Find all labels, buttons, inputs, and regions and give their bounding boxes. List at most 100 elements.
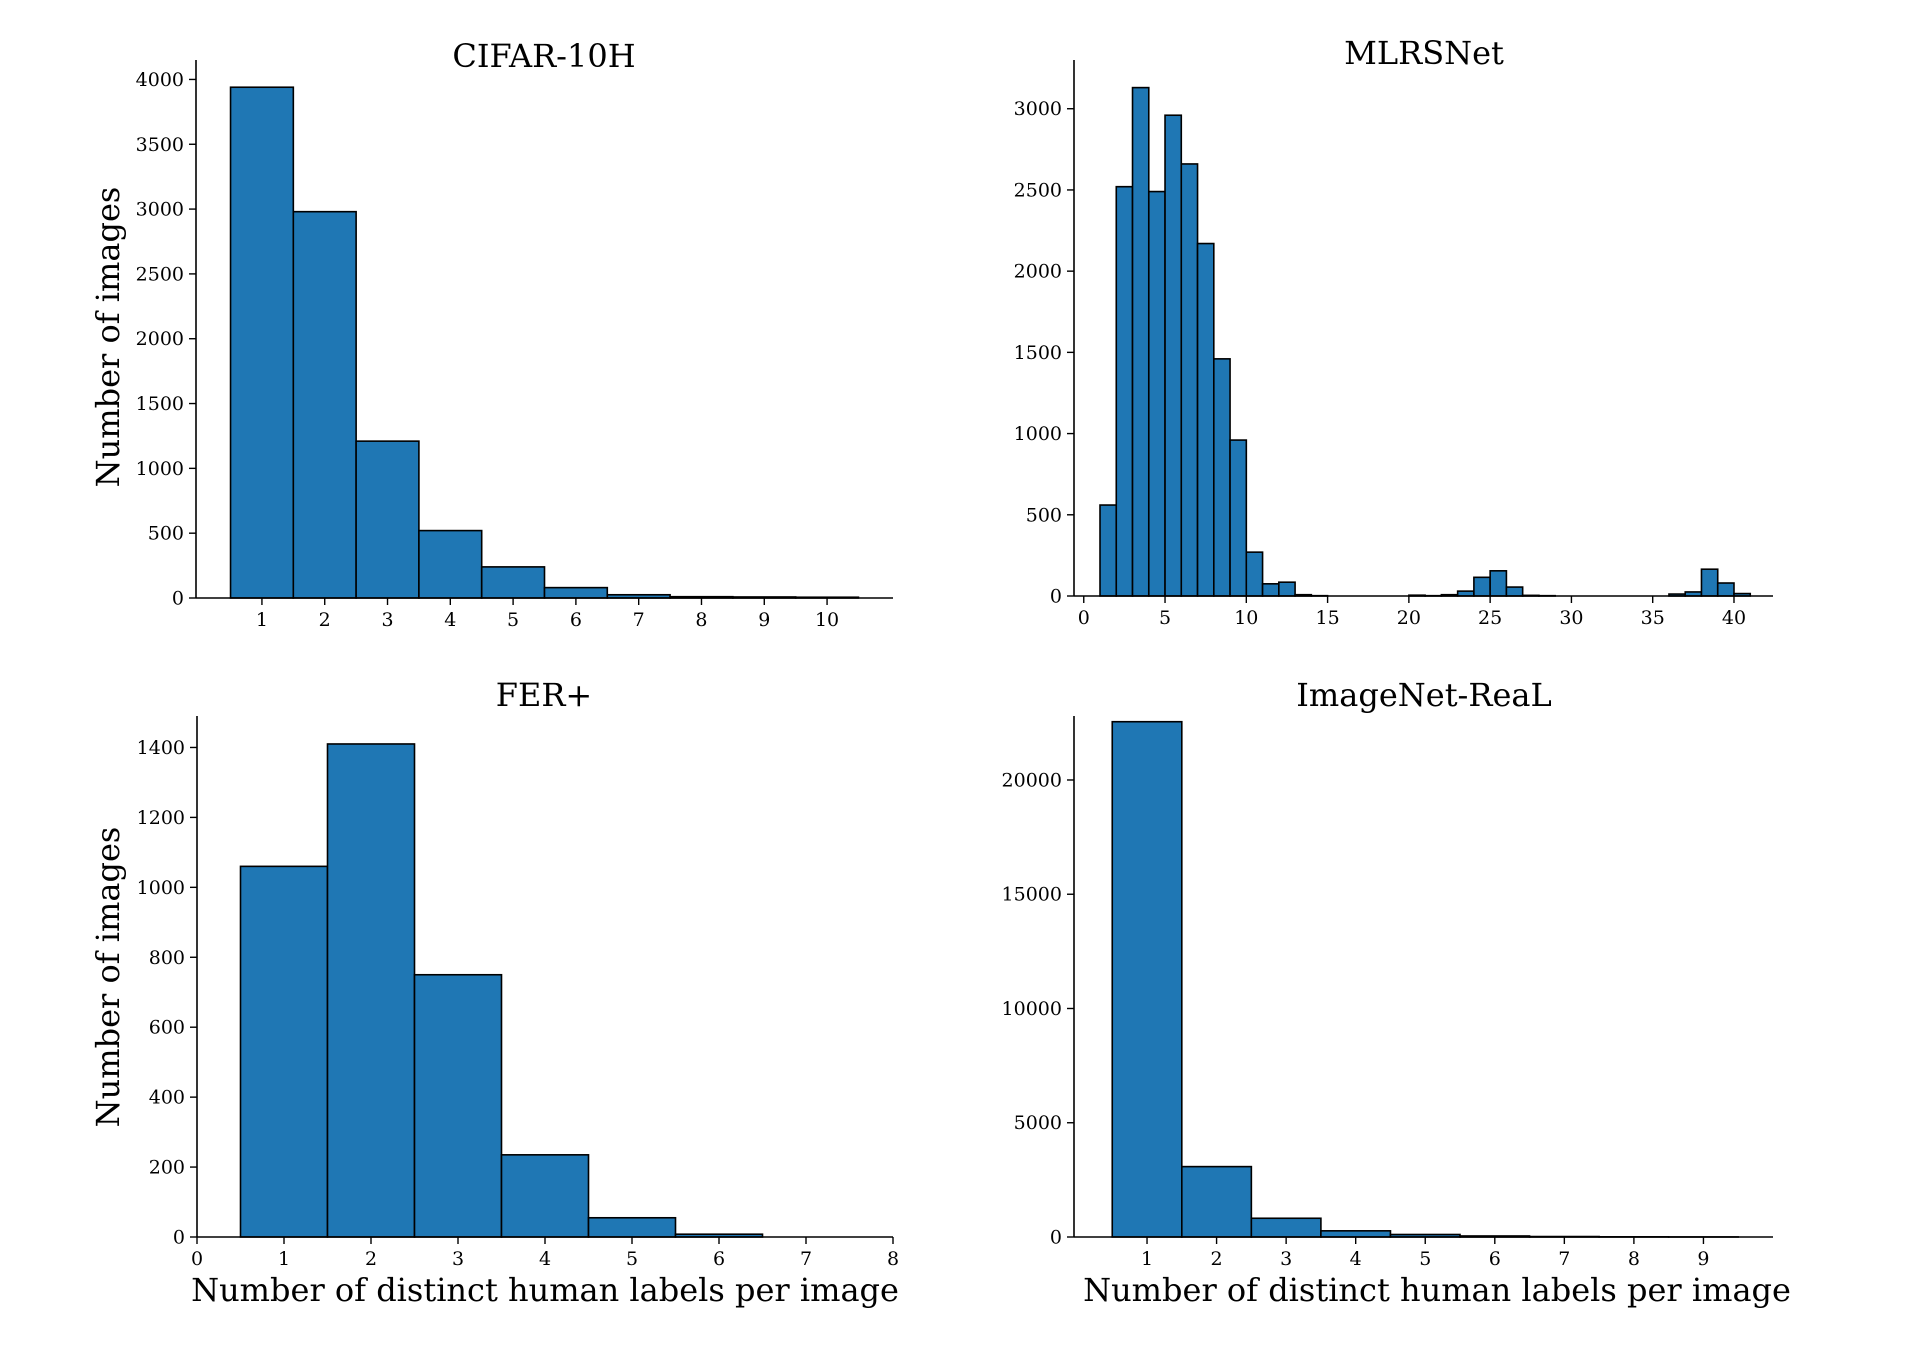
y-tick-label: 2500 xyxy=(1014,179,1062,201)
y-axis-label: Number of images xyxy=(89,187,127,488)
y-tick-label: 3500 xyxy=(136,134,184,156)
histogram-bar xyxy=(1111,720,1183,1238)
y-tick-label: 0 xyxy=(172,588,184,610)
x-tick-label: 5 xyxy=(1159,607,1171,629)
x-tick-label: 3 xyxy=(452,1248,464,1270)
y-tick-label: 1000 xyxy=(137,877,185,899)
y-tick-label: 1400 xyxy=(137,737,185,759)
x-tick-label: 3 xyxy=(381,609,393,631)
histogram-bar xyxy=(1099,504,1118,597)
histogram-bar xyxy=(1115,185,1134,597)
histogram-bar xyxy=(1489,570,1508,597)
histogram-bar xyxy=(413,973,503,1238)
y-tick-label: 1000 xyxy=(136,458,184,480)
y-tick-label: 600 xyxy=(149,1017,185,1039)
y-tick-label: 2500 xyxy=(136,263,184,285)
histogram-bar xyxy=(1716,582,1735,597)
x-tick-label: 8 xyxy=(887,1248,899,1270)
histogram-bar xyxy=(1245,551,1264,597)
x-tick-label: 5 xyxy=(626,1248,638,1270)
x-tick-label: 6 xyxy=(570,609,582,631)
x-tick-label: 5 xyxy=(507,609,519,631)
x-tick-label: 15 xyxy=(1315,607,1339,629)
x-tick-label: 7 xyxy=(800,1248,812,1270)
y-tick-label: 3000 xyxy=(1014,98,1062,120)
y-tick-label: 1200 xyxy=(137,807,185,829)
x-tick-label: 1 xyxy=(256,609,268,631)
histogram-bar xyxy=(1229,439,1248,597)
x-axis-label: Number of distinct human labels per imag… xyxy=(191,1271,899,1309)
x-tick-label: 40 xyxy=(1722,607,1746,629)
y-tick-label: 0 xyxy=(1050,1227,1062,1249)
y-tick-label: 1500 xyxy=(136,393,184,415)
y-tick-label: 20000 xyxy=(1002,769,1062,791)
histogram-bar xyxy=(500,1154,590,1238)
histogram-bar xyxy=(1147,190,1166,597)
x-axis-label: Number of distinct human labels per imag… xyxy=(1083,1271,1791,1309)
y-tick-label: 200 xyxy=(149,1157,185,1179)
y-tick-label: 3000 xyxy=(136,199,184,221)
histogram-bar xyxy=(1213,358,1231,597)
histogram-bar xyxy=(239,865,329,1238)
x-tick-label: 4 xyxy=(1350,1248,1362,1270)
x-tick-label: 7 xyxy=(633,609,645,631)
x-tick-label: 20 xyxy=(1397,607,1421,629)
x-tick-label: 10 xyxy=(815,609,839,631)
x-tick-label: 6 xyxy=(713,1248,725,1270)
histogram-bar xyxy=(1180,163,1199,597)
panel-imagenet-real: ImageNet-ReaL Number of distinct human l… xyxy=(1002,676,1791,1309)
histogram-bar xyxy=(480,566,546,599)
histogram-bar xyxy=(418,529,483,599)
histogram-bar xyxy=(292,210,357,599)
histogram-bar xyxy=(1250,1217,1322,1238)
y-axis-label: Number of images xyxy=(89,827,127,1128)
x-tick-label: 6 xyxy=(1489,1248,1501,1270)
histogram-bar xyxy=(1196,242,1215,597)
x-tick-label: 2 xyxy=(365,1248,377,1270)
histogram-bar xyxy=(1278,581,1296,597)
histogram-bar xyxy=(1261,583,1280,597)
x-tick-label: 5 xyxy=(1419,1248,1431,1270)
histogram-bar xyxy=(587,1216,677,1238)
y-tick-label: 2000 xyxy=(1014,261,1062,283)
y-tick-label: 0 xyxy=(173,1227,185,1249)
plot-area: 0 5 10 15 20 25 30 35 40 0 500 1000 1500 2000 2500 3000 xyxy=(1014,60,1773,629)
y-tick-label: 10000 xyxy=(1002,998,1062,1020)
y-tick-label: 5000 xyxy=(1014,1112,1062,1134)
y-tick-label: 0 xyxy=(1050,586,1062,608)
histogram-bar xyxy=(1505,586,1524,597)
histogram-bar xyxy=(326,743,416,1238)
y-tick-label: 400 xyxy=(149,1087,185,1109)
y-tick-label: 500 xyxy=(148,523,184,545)
panel-ferplus: FER+ Number of images Number of distinct… xyxy=(89,676,899,1309)
x-tick-label: 30 xyxy=(1559,607,1583,629)
y-tick-label: 15000 xyxy=(1002,884,1062,906)
x-tick-label: 9 xyxy=(1697,1248,1709,1270)
plot-area: 1 2 3 4 5 6 7 8 9 0 5000 10000 15000 20000 xyxy=(1002,716,1773,1270)
chart-title: CIFAR-10H xyxy=(452,37,635,75)
y-tick-label: 800 xyxy=(149,947,185,969)
chart-title: FER+ xyxy=(496,676,592,714)
panel-mlrsnet: MLRSNet 0 5 10 15 20 25 30 35 40 0 500 1000 1500 2000… xyxy=(1014,34,1773,629)
y-tick-label: 4000 xyxy=(136,69,184,91)
x-tick-label: 9 xyxy=(758,609,770,631)
histogram-bar xyxy=(1320,1230,1392,1238)
x-tick-label: 7 xyxy=(1558,1248,1570,1270)
x-tick-label: 4 xyxy=(539,1248,551,1270)
histogram-bar xyxy=(543,586,609,599)
histogram-bar xyxy=(1164,114,1183,597)
x-tick-label: 25 xyxy=(1478,607,1502,629)
x-tick-label: 8 xyxy=(1628,1248,1640,1270)
x-tick-label: 2 xyxy=(1211,1248,1223,1270)
panel-cifar10h: CIFAR-10H Number of images 1 2 3 4 5 6 7 8 9 10 0 5… xyxy=(89,37,893,631)
x-tick-label: 3 xyxy=(1280,1248,1292,1270)
y-tick-label: 1500 xyxy=(1014,342,1062,364)
plot-area: 1 2 3 4 5 6 7 8 9 10 0 500 1000 1500 2000 2500 3000 3500 4… xyxy=(136,60,893,631)
y-tick-label: 500 xyxy=(1026,504,1062,526)
x-tick-label: 0 xyxy=(191,1248,203,1270)
x-tick-label: 8 xyxy=(695,609,707,631)
chart-title: ImageNet-ReaL xyxy=(1296,676,1551,714)
x-tick-label: 2 xyxy=(319,609,331,631)
x-tick-label: 1 xyxy=(278,1248,290,1270)
